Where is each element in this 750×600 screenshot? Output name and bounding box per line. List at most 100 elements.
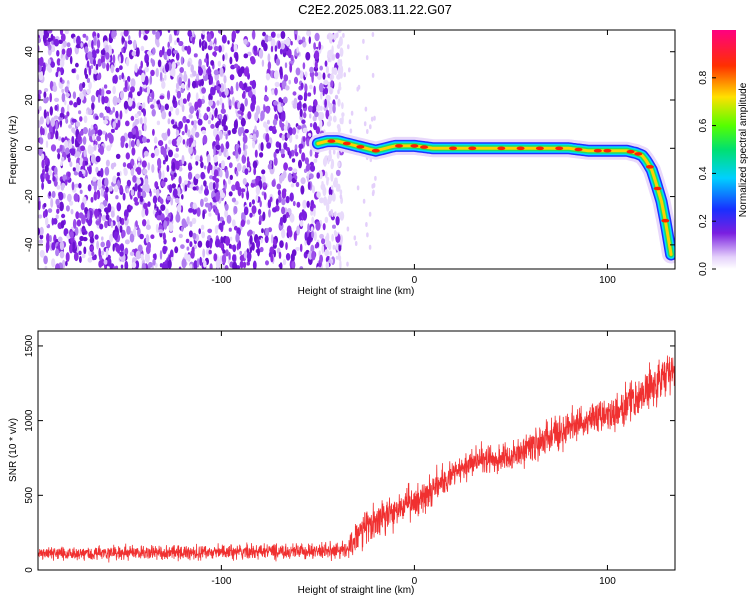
noise-speckle — [42, 62, 46, 73]
noise-speckle — [143, 150, 149, 157]
noise-speckle — [336, 74, 341, 80]
noise-speckle — [57, 152, 61, 160]
noise-speckle — [132, 39, 137, 50]
noise-speckle — [123, 30, 129, 37]
x-tick-label: 100 — [599, 275, 616, 286]
noise-speckle — [232, 261, 238, 269]
noise-speckle — [137, 227, 141, 238]
noise-speckle — [259, 152, 264, 158]
noise-speckle — [95, 166, 99, 173]
noise-speckle — [47, 179, 52, 184]
noise-speckle — [241, 212, 245, 217]
noise-speckle — [213, 45, 219, 52]
noise-speckle — [305, 51, 311, 61]
noise-speckle — [51, 40, 54, 45]
noise-speckle — [263, 42, 268, 52]
noise-speckle — [204, 58, 208, 63]
noise-speckle — [298, 39, 304, 44]
noise-speckle — [309, 84, 313, 90]
noise-speckle — [309, 164, 316, 172]
noise-speckle — [93, 58, 96, 67]
noise-speckle — [262, 211, 266, 221]
noise-speckle — [157, 59, 162, 68]
noise-speckle — [41, 153, 45, 160]
noise-speckle — [127, 75, 131, 83]
noise-speckle — [365, 222, 368, 227]
noise-speckle — [309, 123, 313, 128]
noise-speckle — [78, 250, 82, 256]
x-tick-label: 0 — [412, 275, 418, 286]
noise-speckle — [212, 51, 218, 57]
noise-speckle — [180, 56, 184, 65]
noise-speckle — [204, 41, 207, 50]
ridge-peak — [497, 146, 506, 151]
noise-speckle — [121, 72, 124, 80]
noise-speckle — [142, 102, 146, 109]
noise-speckle — [218, 150, 223, 157]
noise-speckle — [54, 97, 60, 102]
noise-speckle — [312, 204, 316, 210]
noise-speckle — [131, 127, 137, 135]
noise-speckle — [119, 65, 123, 71]
noise-speckle — [285, 242, 288, 250]
noise-speckle — [285, 211, 290, 219]
noise-speckle — [151, 164, 155, 173]
noise-speckle — [96, 48, 100, 54]
noise-speckle — [229, 56, 233, 65]
noise-speckle — [280, 111, 286, 122]
noise-speckle — [58, 191, 64, 201]
noise-speckle — [187, 129, 191, 138]
noise-speckle — [166, 48, 172, 57]
noise-speckle — [265, 106, 270, 114]
noise-speckle — [105, 106, 111, 114]
noise-speckle — [91, 255, 96, 261]
noise-speckle — [249, 212, 253, 218]
noise-speckle — [108, 134, 114, 144]
noise-speckle — [155, 223, 159, 233]
noise-speckle — [122, 192, 126, 201]
noise-speckle — [324, 216, 329, 224]
spectrogram-frame — [37, 29, 676, 270]
noise-speckle — [264, 85, 268, 93]
noise-speckle — [254, 149, 258, 158]
noise-speckle — [224, 203, 229, 211]
noise-speckle — [325, 65, 329, 74]
noise-speckle — [38, 146, 43, 157]
noise-speckle — [130, 86, 135, 93]
noise-speckle — [168, 149, 173, 158]
noise-speckle — [334, 179, 338, 185]
noise-speckle — [209, 263, 213, 269]
noise-speckle — [239, 250, 242, 256]
noise-speckle — [354, 241, 358, 246]
noise-speckle — [243, 67, 249, 77]
noise-speckle — [328, 115, 333, 122]
noise-speckle — [191, 246, 195, 255]
noise-speckle — [112, 266, 116, 269]
noise-speckle — [333, 67, 338, 76]
ridge-peak — [645, 165, 654, 169]
noise-speckle — [313, 207, 316, 217]
noise-speckle — [249, 234, 253, 245]
noise-speckle — [104, 207, 109, 213]
noise-speckle — [255, 175, 260, 186]
noise-speckle — [168, 184, 173, 194]
noise-speckle — [173, 50, 178, 54]
noise-speckle — [255, 185, 261, 196]
noise-speckle — [219, 169, 223, 178]
noise-speckle — [199, 256, 203, 266]
noise-speckle — [165, 62, 170, 73]
noise-speckle — [42, 210, 46, 219]
noise-speckle — [330, 163, 334, 170]
noise-speckle — [192, 140, 196, 148]
noise-speckle — [75, 62, 79, 68]
noise-speckle — [326, 34, 330, 40]
noise-speckle — [288, 166, 293, 171]
noise-speckle — [98, 247, 101, 258]
noise-speckle — [339, 194, 343, 200]
noise-speckle — [61, 88, 65, 93]
noise-speckle — [265, 260, 269, 266]
noise-speckle — [233, 205, 238, 215]
ridge-peak — [449, 146, 457, 151]
noise-speckle — [152, 209, 156, 215]
noise-speckle — [187, 171, 193, 180]
